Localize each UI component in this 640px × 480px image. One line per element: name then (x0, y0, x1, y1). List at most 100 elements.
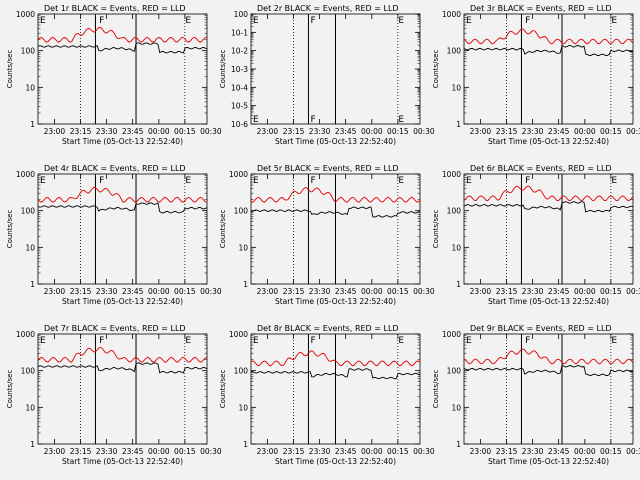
panel-det-6: Det 6r BLACK = Events, RED = LLD 1 10 100 10… (432, 164, 640, 306)
y-tick-label: 10 (238, 403, 248, 412)
y-tick-label: 10 (451, 243, 461, 252)
segment-marker: F (99, 336, 104, 346)
segment-marker: E (185, 176, 191, 186)
x-tick-label: 23:00 (470, 127, 492, 136)
x-tick-label: 23:30 (522, 287, 544, 296)
x-tick-label: 00:15 (174, 127, 196, 136)
y-tick-label: 10-6 (231, 120, 248, 129)
y-tick-label: 1000 (16, 330, 35, 339)
segment-marker: E (466, 336, 472, 346)
chart-title: Det 5r BLACK = Events, RED = LLD (257, 164, 399, 173)
y-tick-label: 10-4 (231, 83, 248, 92)
segment-marker: E (40, 176, 46, 186)
x-tick-label: 23:15 (496, 287, 518, 296)
y-axis-label: Counts/sec (432, 210, 440, 249)
segment-marker: E (185, 336, 191, 346)
x-tick-label: 00:00 (361, 287, 383, 296)
x-tick-label: 00:00 (148, 447, 170, 456)
x-tick-label: 00:30 (626, 127, 640, 136)
x-tick-label: 00:00 (574, 287, 596, 296)
x-tick-label: 00:30 (626, 287, 640, 296)
x-tick-label: 23:45 (122, 127, 144, 136)
y-axis-label: Counts/sec (432, 50, 440, 89)
y-tick-label: 100 (21, 207, 36, 216)
lld-series-line (250, 187, 421, 203)
y-tick-label: 10-1 (231, 28, 248, 37)
lld-series-line (463, 28, 634, 45)
x-tick-label: 23:45 (122, 287, 144, 296)
x-tick-label: 23:00 (44, 447, 66, 456)
segment-marker: E (466, 176, 472, 186)
x-axis-label: Start Time (05-Oct-13 22:52:40) (62, 297, 183, 306)
lld-series-line (37, 186, 208, 203)
chart-title: Det 1r BLACK = Events, RED = LLD (44, 4, 186, 13)
y-tick-label: 1000 (16, 170, 35, 179)
segment-marker: E (185, 16, 191, 26)
x-tick-label: 23:30 (309, 127, 331, 136)
x-tick-label: 23:30 (309, 447, 331, 456)
x-tick-label: 00:00 (574, 127, 596, 136)
segment-marker: F (525, 176, 530, 186)
chart-title: Det 9r BLACK = Events, RED = LLD (470, 324, 612, 333)
y-axis-label: Counts/sec (219, 210, 227, 249)
segment-marker: E (40, 336, 46, 346)
y-tick-label: 10-5 (231, 102, 248, 111)
y-tick-label: 1000 (442, 170, 461, 179)
y-tick-label: 10 (451, 83, 461, 92)
y-tick-label: 1000 (16, 10, 35, 19)
x-tick-label: 00:00 (361, 447, 383, 456)
y-axis-label: Counts/sec (6, 370, 14, 409)
plot-frame (463, 333, 634, 445)
plot-frame (463, 173, 634, 285)
plot-frame (37, 13, 208, 125)
chart-title: Det 7r BLACK = Events, RED = LLD (44, 324, 186, 333)
x-tick-label: 23:00 (44, 287, 66, 296)
chart-title: Det 6r BLACK = Events, RED = LLD (470, 164, 612, 173)
y-axis-label: Counts/sec (432, 370, 440, 409)
panel-det-9: Det 9r BLACK = Events, RED = LLD 1 10 100 10… (432, 324, 640, 466)
y-tick-label: 100 (234, 207, 249, 216)
y-tick-label: 1 (243, 440, 248, 449)
y-tick-label: 10-2 (231, 47, 248, 56)
lld-series-line (37, 346, 208, 363)
x-tick-label: 23:45 (335, 447, 357, 456)
y-tick-label: 1000 (229, 170, 248, 179)
y-tick-label: 100 (21, 367, 36, 376)
y-tick-label: 10 (238, 243, 248, 252)
segment-marker: F (525, 16, 530, 26)
segment-marker: E (253, 16, 259, 26)
events-series-line (250, 368, 421, 380)
segment-marker: E (253, 336, 259, 346)
x-axis-label: Start Time (05-Oct-13 22:52:40) (62, 137, 183, 146)
y-tick-label: 1000 (442, 330, 461, 339)
y-axis-label: Counts/sec (6, 210, 14, 249)
x-tick-label: 23:15 (283, 287, 305, 296)
panel-det-4: Det 4r BLACK = Events, RED = LLD 1 10 100 10… (6, 164, 222, 306)
x-tick-label: 23:30 (96, 447, 118, 456)
x-tick-label: 23:30 (522, 127, 544, 136)
x-tick-label: 00:15 (387, 287, 409, 296)
y-tick-label: 100 (447, 47, 462, 56)
segment-marker: F (310, 336, 315, 346)
x-axis-label: Start Time (05-Oct-13 22:52:40) (488, 457, 609, 466)
y-tick-label: 10 (451, 403, 461, 412)
y-tick-label: 1000 (229, 330, 248, 339)
y-axis-label: Counts/sec (219, 370, 227, 409)
y-tick-label: 100 (234, 10, 249, 19)
segment-marker: E (611, 176, 617, 186)
x-tick-label: 00:30 (200, 447, 222, 456)
x-tick-label: 00:30 (200, 287, 222, 296)
chart-title: Det 2r BLACK = Events, RED = LLD (257, 4, 399, 13)
events-series-line (37, 362, 208, 374)
x-tick-label: 23:00 (257, 287, 279, 296)
x-tick-label: 00:30 (626, 447, 640, 456)
x-tick-label: 23:15 (283, 447, 305, 456)
panel-det-3: Det 3r BLACK = Events, RED = LLD 1 10 100 10… (432, 4, 640, 146)
panel-det-1: Det 1r BLACK = Events, RED = LLD 1 10 100 10… (6, 4, 222, 146)
plot-frame (463, 13, 634, 125)
segment-marker: E (40, 16, 46, 26)
x-tick-label: 00:00 (361, 127, 383, 136)
events-series-line (37, 202, 208, 214)
panel-det-2: Det 2r BLACK = Events, RED = LLD 10-6 10-5… (219, 4, 435, 146)
